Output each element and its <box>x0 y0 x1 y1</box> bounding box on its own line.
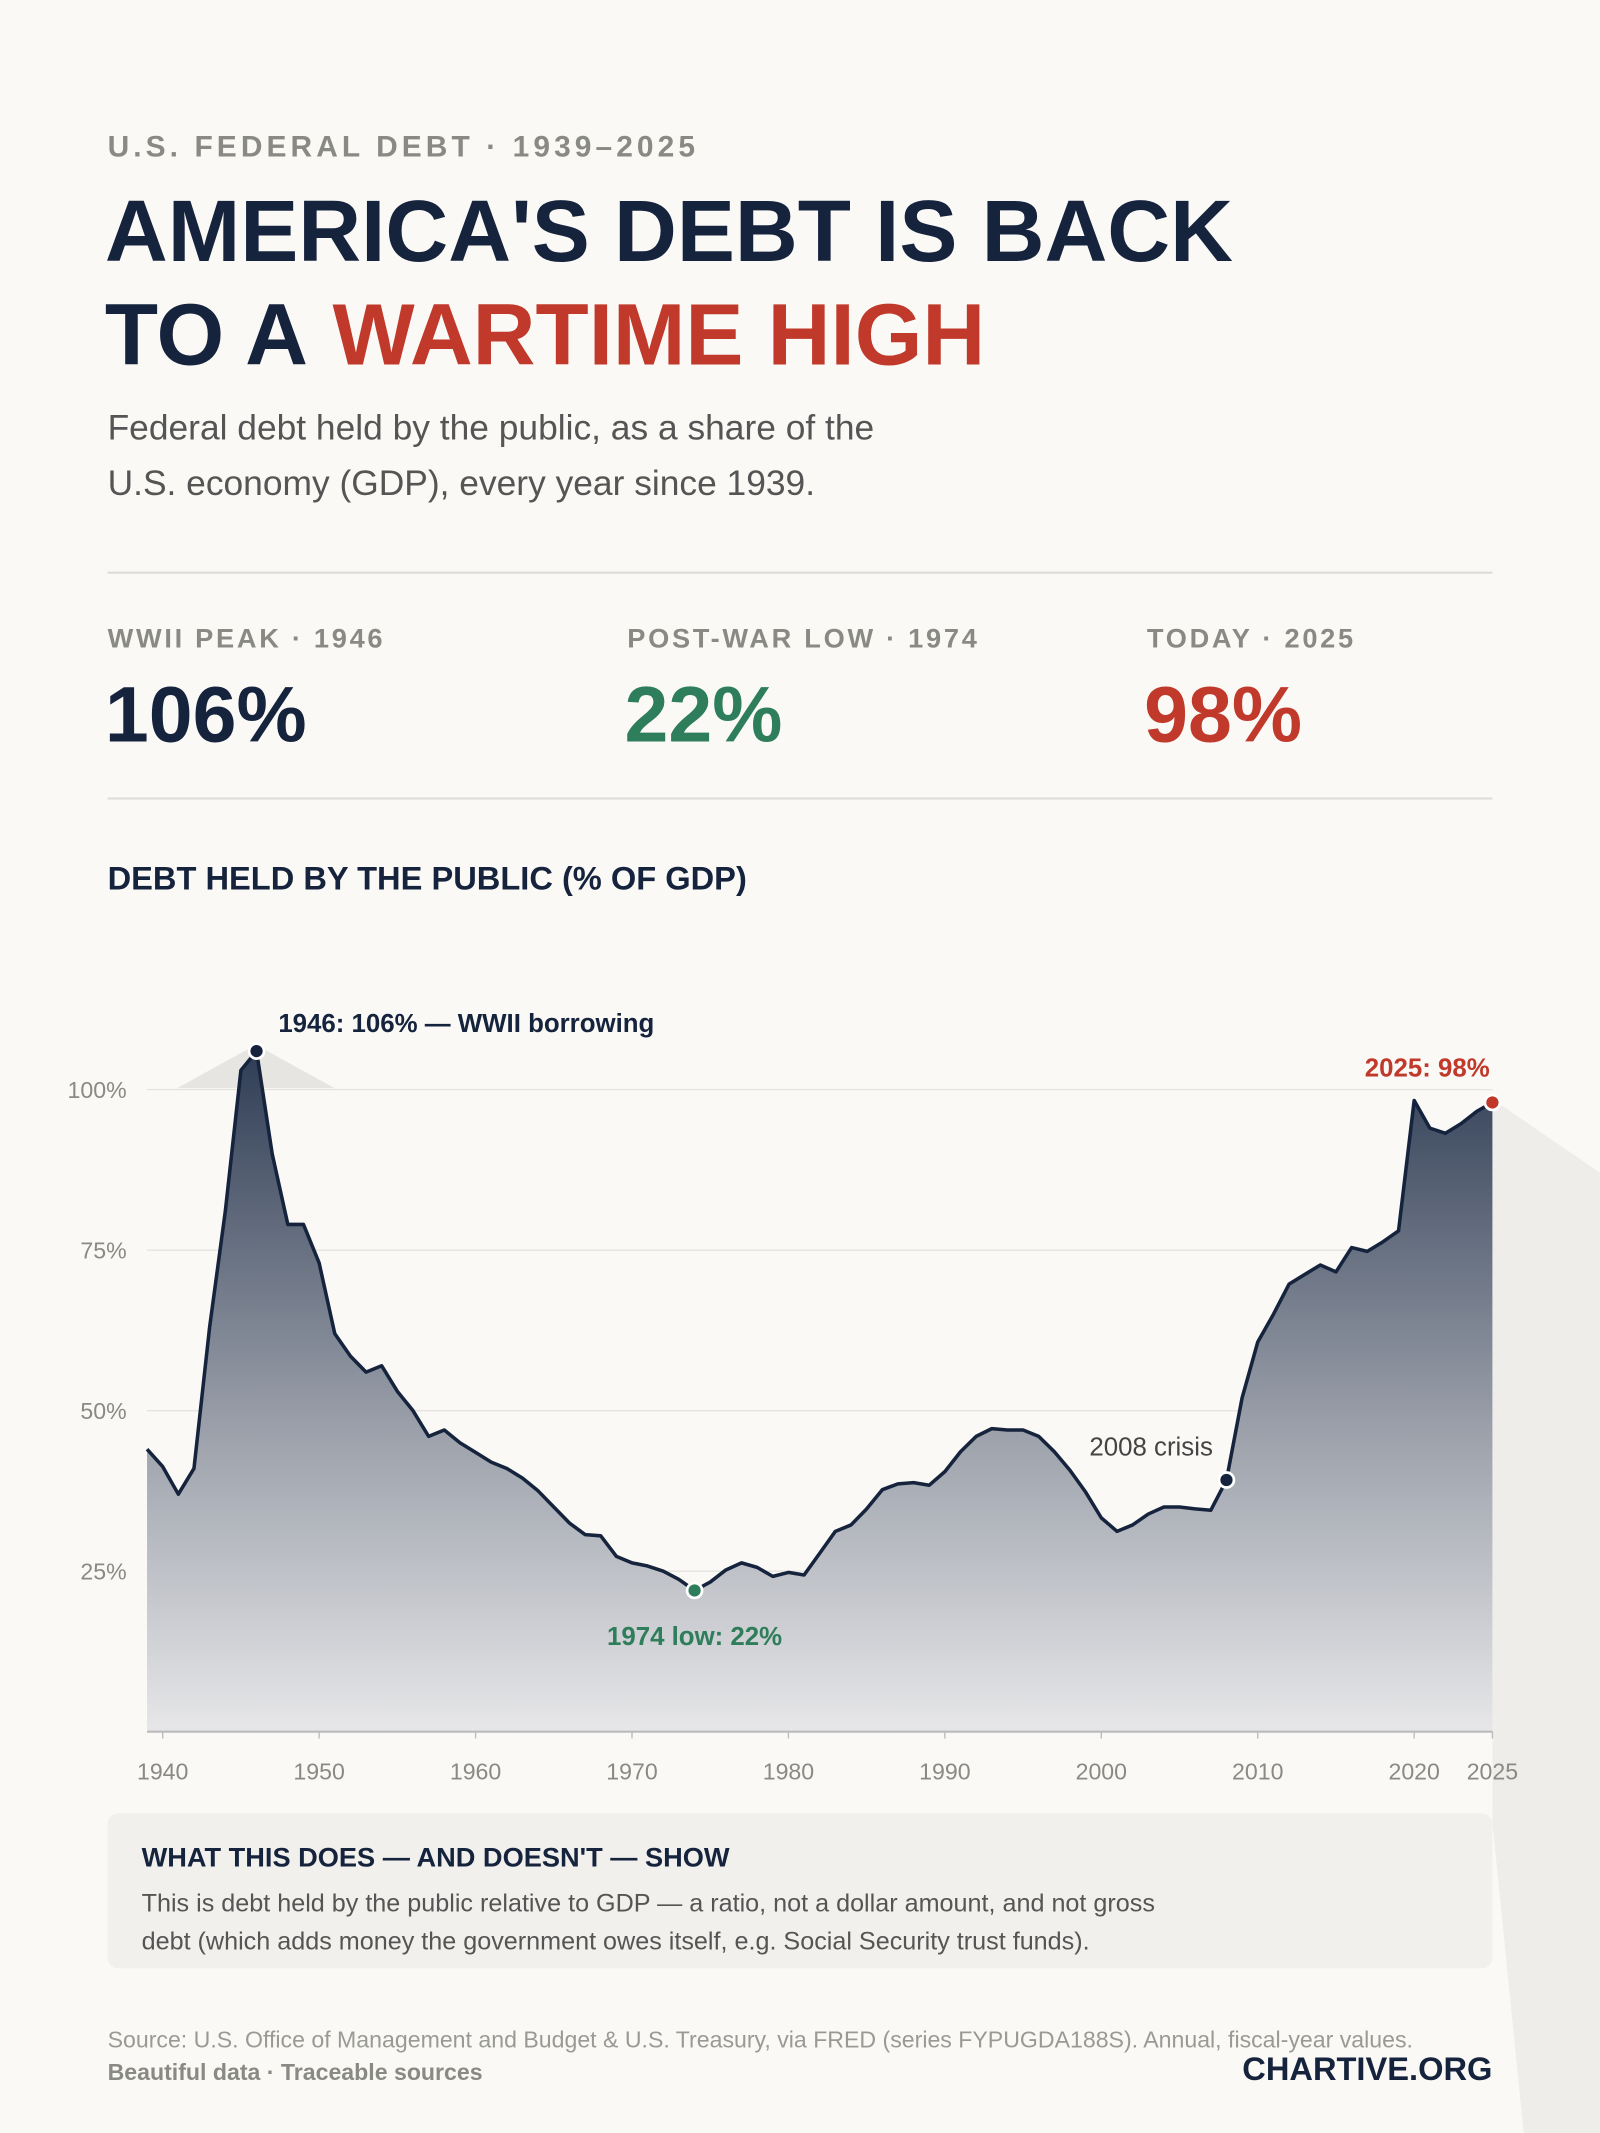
y-tick-label: 50% <box>80 1398 126 1424</box>
annotation: 2025: 98% <box>1365 1055 1490 1083</box>
point <box>1217 1471 1236 1489</box>
x-tick-label: 2000 <box>1076 1758 1127 1784</box>
plot: 25% 50% 75% 100% 1940 1950 1960 1970 1980 1990 200… <box>68 1010 1519 1784</box>
source: Source: U.S. Office of Management and Bu… <box>108 2026 1413 2052</box>
y-tick-label: 25% <box>80 1558 126 1584</box>
subtitle: U.S. economy (GDP), every year since 193… <box>108 464 815 503</box>
x-tick-label: 2020 <box>1388 1758 1439 1784</box>
y-tick-label: 75% <box>80 1237 126 1263</box>
x-tick-label: 1950 <box>293 1758 344 1784</box>
annotation: 2008 crisis <box>1089 1434 1212 1462</box>
chart-title: DEBT HELD BY THE PUBLIC (% OF GDP) <box>108 860 747 897</box>
note-text: This is debt held by the public relative… <box>142 1889 1155 1917</box>
shadow <box>1492 1099 1600 2133</box>
x-tick-label: 1960 <box>450 1758 501 1784</box>
stat-value: 22% <box>625 670 783 758</box>
x-tick-label: 1940 <box>137 1758 188 1784</box>
title-highlight: WARTIME HIGH <box>332 287 985 384</box>
kicker: U.S. FEDERAL DEBT · 1939–2025 <box>108 130 700 163</box>
stat-label: POST-WAR LOW · 1974 <box>627 623 979 654</box>
note-title: WHAT THIS DOES — AND DOESN'T — SHOW <box>142 1841 730 1872</box>
x-tick-label: 2010 <box>1232 1758 1283 1784</box>
area <box>147 1051 1493 1732</box>
title: TO A WARTIME HIGH <box>105 287 985 384</box>
line <box>145 1049 1494 1593</box>
title-part: TO A <box>105 287 308 384</box>
title: AMERICA'S DEBT IS BACK <box>105 183 1233 280</box>
x-tick-label: 2025 <box>1467 1758 1518 1784</box>
stat-value: 98% <box>1144 670 1302 758</box>
y-tick-label: 100% <box>68 1077 127 1103</box>
stat-label: WWII PEAK · 1946 <box>108 623 386 654</box>
stats: WWII PEAK · 1946 106% POST-WAR LOW · 1974 2… <box>105 623 1356 759</box>
note-box <box>107 1813 1493 1969</box>
annotation: 1974 low: 22% <box>607 1623 782 1651</box>
subtitle: Federal debt held by the public, as a sh… <box>108 408 875 447</box>
brand: CHARTIVE.ORG <box>1242 2050 1492 2087</box>
annotation: 1946: 106% — WWII borrowing <box>278 1010 654 1038</box>
x-tick-label: 1990 <box>919 1758 970 1784</box>
point <box>685 1581 704 1600</box>
x-tick-label: 1970 <box>606 1758 657 1784</box>
tagline: Beautiful data · Traceable sources <box>108 2059 483 2085</box>
stat-label: TODAY · 2025 <box>1147 623 1356 654</box>
x-tick-label: 1980 <box>763 1758 814 1784</box>
point <box>1483 1093 1502 1112</box>
stat-value: 106% <box>105 670 307 758</box>
point <box>247 1042 266 1060</box>
note-text: debt (which adds money the government ow… <box>142 1927 1090 1955</box>
